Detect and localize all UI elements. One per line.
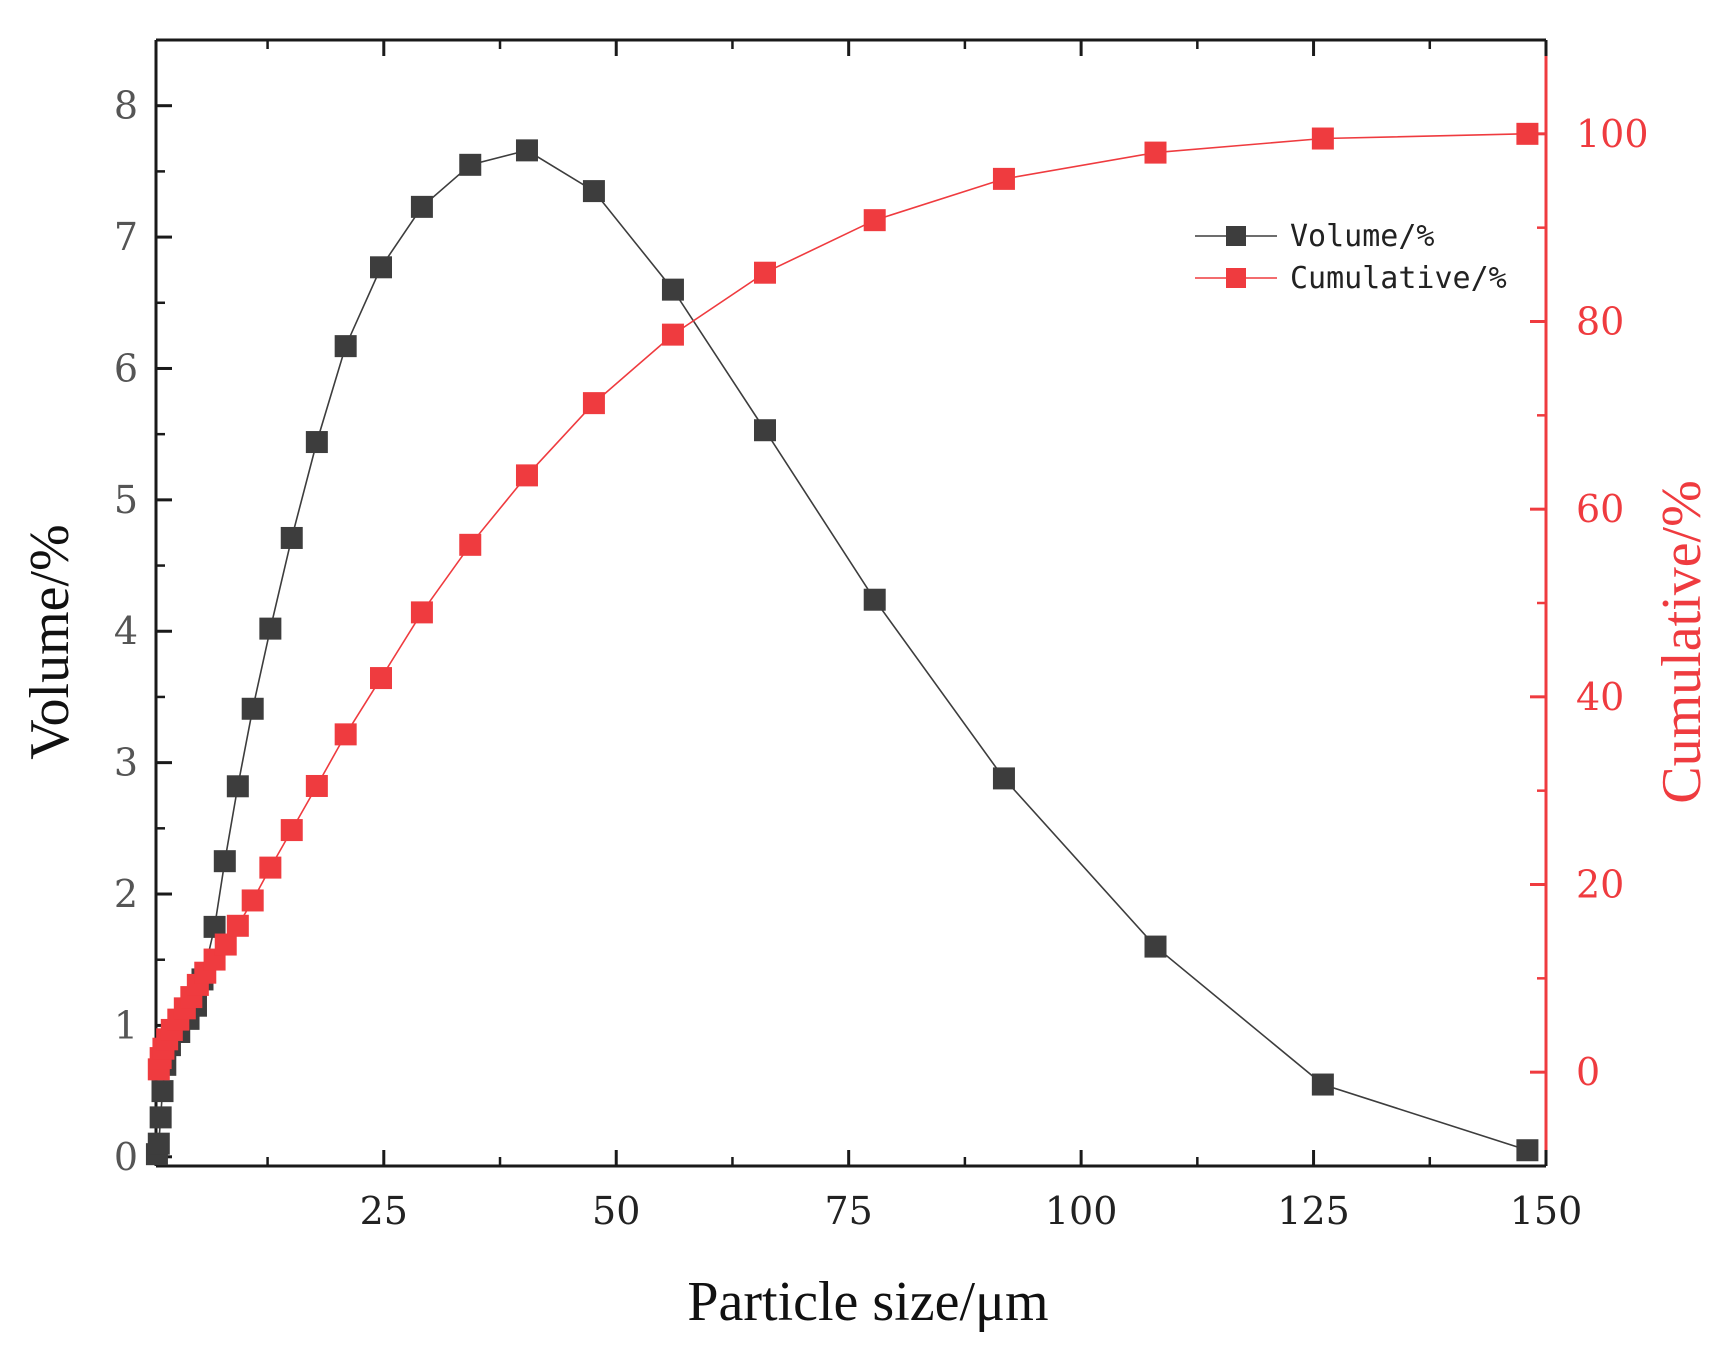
volume-point [149,1106,172,1129]
volume-point [515,139,538,162]
y-left-tick-label: 4 [114,609,138,653]
y-left-tick-label: 3 [114,741,138,785]
y-right-tick-label: 40 [1576,675,1624,719]
volume-point [582,180,605,203]
legend-marker [1226,226,1246,246]
x-tick-label: 150 [1510,1189,1583,1233]
series-layer [145,122,1539,1166]
x-axis-title: Particle size/μm [687,1271,1048,1333]
volume-point [370,256,393,279]
cumulative-point [214,933,237,956]
volume-point [1311,1073,1334,1096]
volume-point [305,431,328,454]
cumulative-point [459,533,482,556]
cumulative-point [226,914,249,937]
cumulative-point [410,601,433,624]
cumulative-point [753,261,776,284]
y-right-tick-label: 20 [1576,863,1624,907]
legend-label: Volume/% [1290,219,1435,254]
cumulative-point [259,856,282,879]
cumulative-point [305,774,328,797]
volume-point [753,419,776,442]
y-right-tick-label: 0 [1576,1050,1600,1094]
x-tick-label: 125 [1277,1189,1350,1233]
cumulative-point [1311,127,1334,150]
volume-point [203,915,226,938]
y-right-tick-label: 80 [1576,300,1624,344]
y-left-tick-label: 5 [114,478,138,522]
cumulative-point [334,723,357,746]
cumulative-point [241,889,264,912]
x-tick-label: 25 [360,1189,408,1233]
legend: Volume/% Cumulative/% [1195,219,1507,296]
volume-point [863,588,886,611]
volume-point [259,617,282,640]
cumulative-point [370,667,393,690]
volume-point [151,1080,174,1103]
cumulative-point [863,209,886,232]
legend-marker [1226,268,1246,288]
volume-point [1144,935,1167,958]
cumulative-point [1144,141,1167,164]
y-right-tick-label: 100 [1576,112,1649,156]
volume-point [410,195,433,218]
volume-point [334,335,357,358]
y-left-tick-label: 8 [114,84,138,128]
cumulative-point [280,819,303,842]
cumulative-point [661,323,684,346]
x-tick-label: 50 [592,1189,640,1233]
cumulative-point [515,464,538,487]
cumulative-point [582,392,605,415]
legend-label: Cumulative/% [1290,261,1507,296]
volume-point [226,775,249,798]
y-right-tick-label: 60 [1576,487,1624,531]
volume-point [1516,1139,1539,1162]
y-left-tick-label: 6 [114,346,138,390]
volume-point [241,697,264,720]
volume-point [992,767,1015,790]
volume-point [459,153,482,176]
volume-point [280,526,303,549]
volume-point [661,278,684,301]
y-left-tick-label: 2 [114,872,138,916]
y-axis-title-right: Cumulative/% [1651,480,1713,804]
x-tick-label: 75 [824,1189,872,1233]
y-left-tick-label: 7 [114,215,138,259]
y-left-tick-label: 1 [114,1003,138,1047]
x-tick-label: 100 [1045,1189,1118,1233]
volume-point [147,1132,170,1155]
y-axis-title-left: Volume/% [19,524,81,759]
cumulative-point [992,167,1015,190]
cumulative-point [1516,122,1539,145]
y-left-tick-label: 0 [114,1135,138,1179]
volume-point [213,850,236,873]
